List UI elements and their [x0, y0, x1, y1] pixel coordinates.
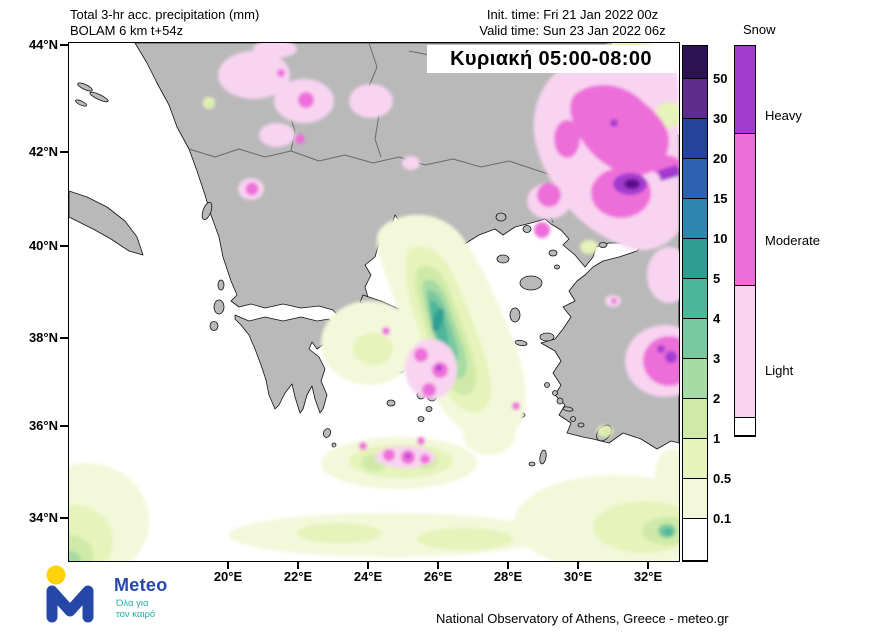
- lat-label-42n: 42°N: [28, 144, 58, 159]
- brand-tagline-line1: Όλα για: [116, 598, 149, 609]
- precip-scale-segment: [683, 79, 707, 119]
- lon-label-24e: 24°E: [353, 569, 383, 584]
- ionian-islands: [75, 82, 337, 448]
- italy-heel: [69, 190, 144, 256]
- snow-legend-title: Snow: [743, 22, 776, 37]
- lat-tick: [60, 337, 68, 339]
- lat-label-40n: 40°N: [28, 238, 58, 253]
- lat-label-44n: 44°N: [28, 37, 58, 52]
- meteo-logo: [46, 565, 94, 623]
- precip-scale-value: 4: [713, 311, 721, 326]
- rain-bottom-left: [69, 463, 149, 561]
- snow-label-heavy: Heavy: [765, 108, 802, 123]
- rain-south-band: [229, 513, 549, 557]
- snow-label-light: Light: [765, 363, 794, 378]
- precip-scale-value: 3: [713, 351, 721, 366]
- precip-scale-segment: [683, 399, 707, 439]
- snow-northwest-spots: [203, 43, 420, 200]
- sun-dot-icon: [46, 565, 66, 585]
- product-header: Total 3-hr acc. precipitation (mm) BOLAM…: [70, 7, 259, 39]
- precip-scale-value: 15: [713, 191, 728, 206]
- snow-crete: [359, 437, 435, 468]
- lon-tick: [437, 561, 439, 569]
- precipitation-layer: [69, 43, 679, 561]
- lon-tick: [507, 561, 509, 569]
- precip-scale-value: 1: [713, 431, 721, 446]
- snow-segment-heavy: [735, 46, 755, 134]
- precip-scale-segment: [683, 319, 707, 359]
- valid-time-label: Valid time: Sun 23 Jan 2022 06z: [479, 23, 666, 38]
- precip-scale-value: 5: [713, 271, 721, 286]
- snow-legend-bar: Snow Heavy Moderate Light: [734, 22, 820, 437]
- peloponnese: [234, 314, 336, 414]
- brand-tagline: Όλα για τον καιρό: [116, 598, 155, 620]
- lat-label-36n: 36°N: [28, 418, 58, 433]
- precip-scale-value: 0.5: [713, 471, 732, 486]
- precip-scale-segment: [683, 439, 707, 479]
- product-title: Total 3-hr acc. precipitation (mm): [70, 7, 260, 22]
- brand-tagline-line2: τον καιρό: [116, 609, 156, 620]
- brand-name: Meteo: [114, 575, 168, 595]
- lon-label-20e: 20°E: [213, 569, 243, 584]
- lon-tick: [227, 561, 229, 569]
- m-glyph: [46, 585, 94, 623]
- precip-scale-value: 50: [713, 71, 728, 86]
- precip-scale-segment: [683, 359, 707, 399]
- lon-tick: [577, 561, 579, 569]
- lon-label-22e: 22°E: [283, 569, 313, 584]
- lon-tick: [647, 561, 649, 569]
- lat-label-38n: 38°N: [28, 330, 58, 345]
- lon-label-28e: 28°E: [493, 569, 523, 584]
- precip-scale-segment: [683, 479, 707, 519]
- snow-attica-cyclades: [382, 327, 520, 410]
- precip-scale-value: 20: [713, 151, 728, 166]
- lat-tick: [60, 151, 68, 153]
- init-time-label: Init. time: Fri 21 Jan 2022 00z: [486, 7, 659, 22]
- map-svg: [69, 43, 679, 561]
- precip-scale-value: 2: [713, 391, 721, 406]
- lat-tick: [60, 517, 68, 519]
- precip-scale-segment: [683, 199, 707, 239]
- rain-bottom-right: [514, 425, 679, 561]
- lat-tick: [60, 44, 68, 46]
- snow-label-moderate: Moderate: [765, 233, 820, 248]
- lat-label-34n: 34°N: [28, 510, 58, 525]
- precip-scale-segment: [683, 159, 707, 199]
- snow-northeast-region: [527, 43, 679, 303]
- precip-scale-segment: [683, 279, 707, 319]
- attribution-text: National Observatory of Athens, Greece -…: [436, 611, 729, 626]
- time-header: Init. time: Fri 21 Jan 2022 00z Valid ti…: [455, 7, 690, 39]
- snow-segment-moderate: [735, 134, 755, 286]
- snow-segment-none: [735, 418, 755, 436]
- lat-tick: [60, 425, 68, 427]
- forecast-period-label: Κυριακή 05:00-08:00: [427, 45, 675, 73]
- precip-scale-value: 10: [713, 231, 728, 246]
- lon-label-30e: 30°E: [563, 569, 593, 584]
- rain-aegean-plume: [321, 214, 526, 455]
- lon-tick: [367, 561, 369, 569]
- model-run-label: BOLAM 6 km t+54z: [70, 23, 184, 38]
- map-canvas: Κυριακή 05:00-08:00: [68, 42, 680, 562]
- lon-label-32e: 32°E: [633, 569, 663, 584]
- precip-scale-value: 0.1: [713, 511, 732, 526]
- lon-label-26e: 26°E: [423, 569, 453, 584]
- lesbos: [519, 275, 543, 291]
- precip-scale-segment: [683, 239, 707, 279]
- lon-tick: [297, 561, 299, 569]
- precip-scale-segment: [683, 119, 707, 159]
- snow-segment-light: [735, 286, 755, 418]
- precip-scale-segment: [683, 46, 707, 79]
- precip-colorbar: 50 30 20 15 10 5 4 3 2 1 0.5 0.1: [682, 45, 731, 562]
- lat-tick: [60, 245, 68, 247]
- precip-scale-segment: [683, 519, 707, 561]
- precip-scale-value: 30: [713, 111, 728, 126]
- snow-anatolia-east: [605, 295, 679, 397]
